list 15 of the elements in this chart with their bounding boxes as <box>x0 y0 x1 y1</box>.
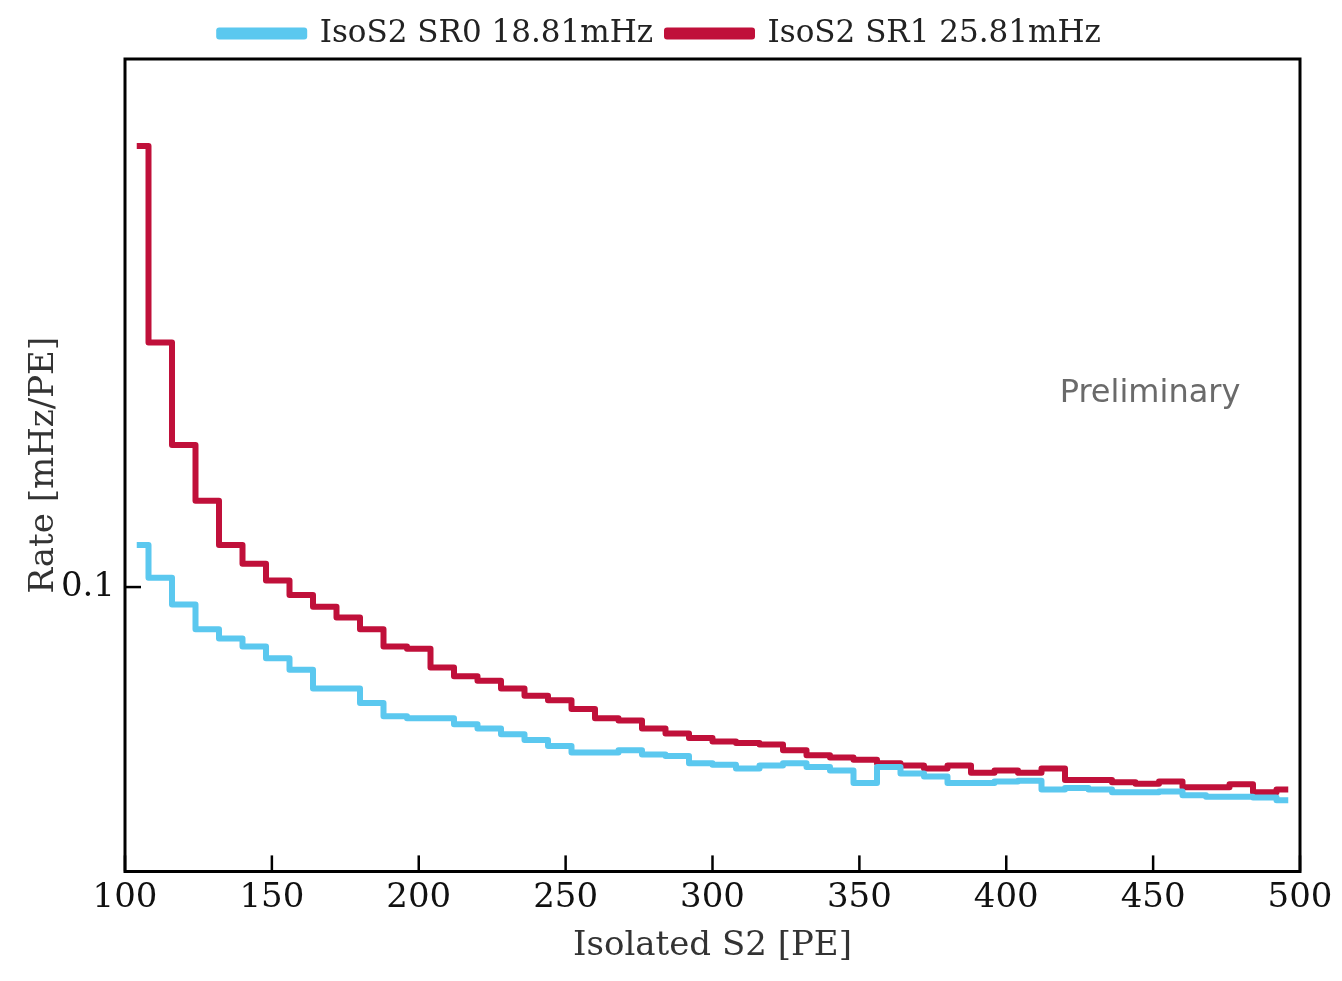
x-tick-label: 500 <box>1267 874 1333 915</box>
text: 0.1 <box>60 563 115 604</box>
annotation: Preliminary <box>1059 372 1241 411</box>
x-axis-title: Isolated S2 [PE] <box>573 923 852 964</box>
legend-label: IsoS2 SR1 25.81mHz <box>767 12 1101 49</box>
x-tick-label: 300 <box>680 874 745 915</box>
x-tick-label: 250 <box>533 874 599 915</box>
x-tick-label: 350 <box>826 874 892 915</box>
x-tick-label: 100 <box>92 874 158 915</box>
x-tick-label: 450 <box>1120 874 1186 915</box>
x-tick-label: 150 <box>239 874 305 915</box>
x-tick-label: 200 <box>386 874 452 915</box>
y-axis-title: Rate [mHz/PE] <box>21 336 62 594</box>
x-tick-label: 400 <box>973 874 1039 915</box>
legend-label: IsoS2 SR0 18.81mHz <box>319 12 653 49</box>
